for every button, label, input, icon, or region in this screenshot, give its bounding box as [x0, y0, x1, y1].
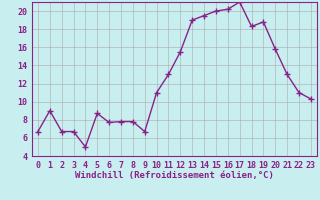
X-axis label: Windchill (Refroidissement éolien,°C): Windchill (Refroidissement éolien,°C) [75, 171, 274, 180]
